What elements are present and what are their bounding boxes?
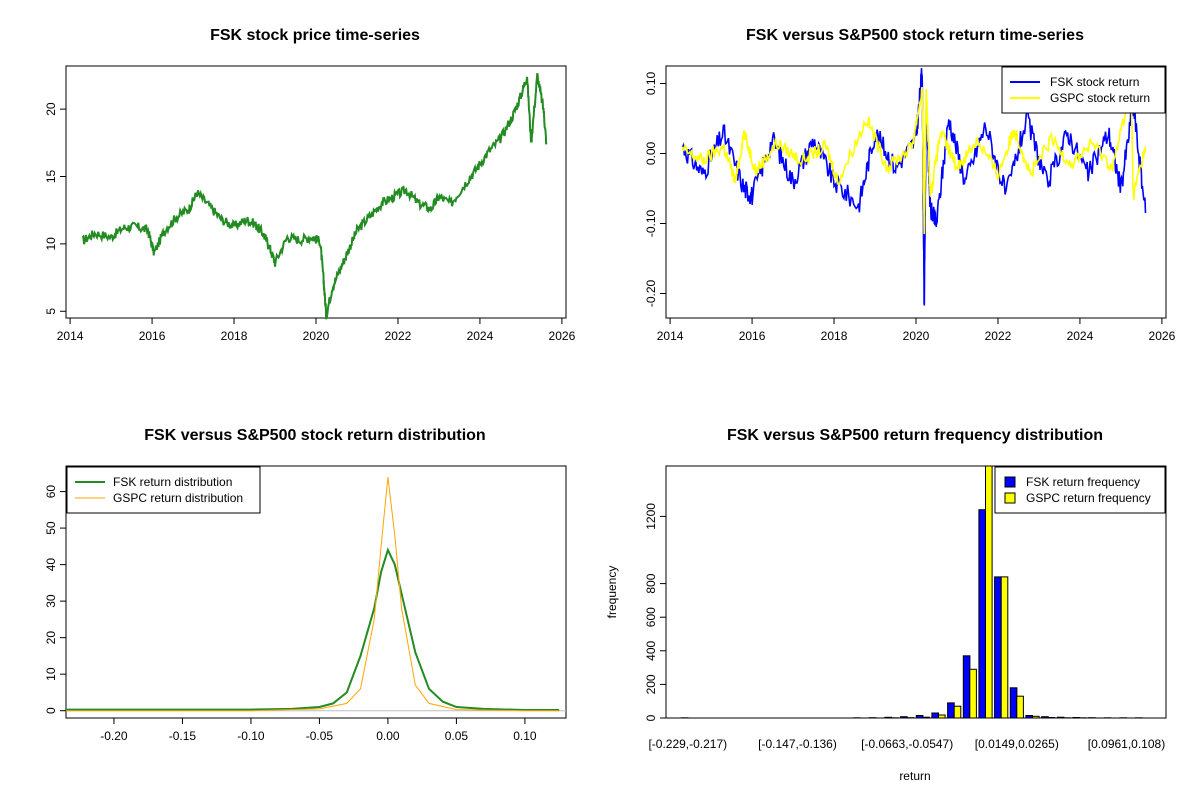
legend-swatch-fsk-return-frequency <box>1004 476 1016 488</box>
price-y-tick-label: 20 <box>44 102 58 116</box>
hist-y-tick-label: 600 <box>644 607 658 627</box>
hist-y-tick-label: 800 <box>644 573 658 593</box>
price-y-tick-label: 10 <box>44 237 58 251</box>
hist-bars <box>680 466 1143 718</box>
density-y-tick-label: 20 <box>44 631 58 645</box>
histogram-y-axis-label: frequency <box>605 566 619 619</box>
price-x-tick-label: 2018 <box>221 329 248 343</box>
fsk-frequency-bar <box>978 509 987 718</box>
return-ts-y-tick-label: -0.20 <box>644 280 658 308</box>
fsk-density-line <box>66 547 560 711</box>
price-x-tick-label: 2014 <box>57 329 84 343</box>
gspc-frequency-bar <box>953 705 962 718</box>
density-y-tick-label: 50 <box>44 521 58 535</box>
gspc-frequency-bar <box>1016 695 1024 718</box>
return-ts-chart-title: FSK versus S&P500 stock return time-seri… <box>746 27 1084 44</box>
return-ts-x-tick-label: 2014 <box>657 329 684 343</box>
legend-label-gspc-return-distribution: GSPC return distribution <box>113 491 243 505</box>
fsk-frequency-bar <box>931 712 940 718</box>
hist-y-tick-label: 400 <box>644 640 658 660</box>
hist-x-tick-label: [-0.229,-0.217) <box>648 737 727 751</box>
return-ts-x-tick-label: 2018 <box>821 329 848 343</box>
return-ts-x-tick-label: 2026 <box>1149 329 1176 343</box>
return-ts-y-tick-label: 0.10 <box>644 71 658 95</box>
density-x-tick-label: 0.10 <box>513 729 537 743</box>
fsk-frequency-bar <box>994 576 1002 718</box>
price-x-tick-label: 2024 <box>467 329 494 343</box>
return-ts-legend: FSK stock return GSPC stock return <box>1001 66 1166 114</box>
legend-label-fsk-return-frequency: FSK return frequency <box>1026 475 1140 489</box>
price-x-tick-label: 2026 <box>549 329 576 343</box>
return-ts-x-tick-label: 2022 <box>985 329 1012 343</box>
hist-y-tick-label: 1200 <box>644 503 658 530</box>
gspc-density-line <box>66 476 560 712</box>
return-ts-x-tick-label: 2024 <box>1067 329 1094 343</box>
hist-x-tick-label: [-0.147,-0.136) <box>758 737 837 751</box>
density-y-tick-label: 60 <box>44 485 58 499</box>
density-y-tick-label: 10 <box>44 667 58 681</box>
return-histogram-chart-panel: FSK versus S&P500 return frequency distr… <box>605 427 1167 783</box>
return-density-chart-panel: FSK versus S&P500 stock return distribut… <box>44 427 567 743</box>
fsk-frequency-bar <box>962 655 971 718</box>
hist-x-tick-label: [-0.0663,-0.0547) <box>861 737 953 751</box>
gspc-frequency-bar <box>985 466 993 718</box>
return-ts-x-tick-label: 2020 <box>903 329 930 343</box>
return-ts-chart-panel: FSK versus S&P500 stock return time-seri… <box>644 27 1176 343</box>
legend-label-gspc-stock-return: GSPC stock return <box>1050 91 1150 105</box>
price-x-tick-label: 2020 <box>303 329 330 343</box>
return-density-legend-box <box>66 466 261 514</box>
return-ts-y-tick-label: -0.10 <box>644 210 658 238</box>
price-y-tick-label: 5 <box>44 308 58 315</box>
density-x-tick-label: -0.20 <box>100 729 128 743</box>
price-chart-title: FSK stock price time-series <box>210 27 420 44</box>
price-chart-plot-box <box>65 65 567 319</box>
legend-label-gspc-return-frequency: GSPC return frequency <box>1026 491 1151 505</box>
return-histogram-legend: FSK return frequency GSPC return frequen… <box>994 466 1166 514</box>
return-histogram-legend-box <box>994 466 1166 514</box>
return-ts-y-tick-label: 0.00 <box>644 141 658 165</box>
fsk-frequency-bar <box>947 702 955 718</box>
legend-label-fsk-stock-return: FSK stock return <box>1050 75 1139 89</box>
density-x-tick-label: -0.10 <box>237 729 265 743</box>
gspc-frequency-bar <box>938 714 946 718</box>
return-histogram-chart-title: FSK versus S&P500 return frequency distr… <box>727 427 1103 444</box>
density-y-tick-label: 0 <box>44 707 58 714</box>
gspc-frequency-bar <box>969 668 977 718</box>
hist-y-tick-label: 200 <box>644 674 658 694</box>
price-chart-panel: FSK stock price time-series 2014 2016 2018… <box>44 27 576 343</box>
gspc-frequency-bar <box>1000 576 1009 718</box>
density-y-tick-label: 40 <box>44 558 58 572</box>
density-x-tick-label: 0.00 <box>376 729 400 743</box>
density-x-tick-label: 0.05 <box>445 729 469 743</box>
return-histogram-plot-box <box>665 465 1167 719</box>
hist-x-tick-label: [0.0961,0.108) <box>1088 737 1165 751</box>
fsk-price-line <box>81 72 548 320</box>
price-x-tick-label: 2016 <box>139 329 166 343</box>
gspc-return-line <box>681 86 1147 235</box>
density-x-tick-label: -0.05 <box>306 729 334 743</box>
fsk-frequency-bar <box>1009 687 1018 718</box>
return-density-chart-title: FSK versus S&P500 stock return distribut… <box>144 427 485 444</box>
histogram-x-axis-label: return <box>899 769 930 783</box>
return-ts-x-tick-label: 2016 <box>739 329 766 343</box>
hist-y-tick-label: 0 <box>644 714 658 721</box>
return-density-legend: FSK return distribution GSPC return dist… <box>66 466 261 514</box>
legend-swatch-gspc-return-frequency <box>1004 492 1016 504</box>
density-x-tick-label: -0.15 <box>169 729 197 743</box>
price-x-tick-label: 2022 <box>385 329 412 343</box>
hist-x-tick-label: [0.0149,0.0265) <box>975 737 1059 751</box>
density-y-tick-label: 30 <box>44 594 58 608</box>
price-y-tick-label: 15 <box>44 170 58 184</box>
legend-label-fsk-return-distribution: FSK return distribution <box>113 475 232 489</box>
return-ts-legend-box <box>1001 66 1166 114</box>
